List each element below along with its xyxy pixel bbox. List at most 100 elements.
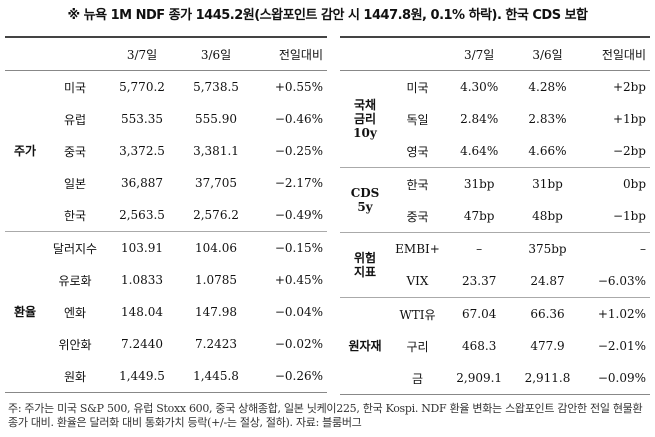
table-row: 중국 47bp 48bp −1bp	[340, 200, 650, 233]
value-cell: 1.0785	[195, 273, 237, 287]
blank-cell	[45, 37, 105, 71]
row-label: 위안화	[58, 337, 92, 352]
row-label: 유로화	[58, 273, 92, 288]
value-cell: −2bp	[612, 144, 646, 158]
table-row: 일본 36,887 37,705 −2.17%	[5, 167, 327, 199]
value-cell: –	[581, 232, 650, 265]
value-cell: +0.45%	[274, 273, 323, 287]
blank-cell	[5, 37, 45, 71]
table-row: 위안화 7.2440 7.2423 −0.02%	[5, 328, 327, 360]
value-cell: 1.0833	[121, 273, 163, 287]
table-row: 원자재 WTI유 67.04 66.36 +1.02%	[340, 297, 650, 395]
value-cell: 36,887	[121, 176, 163, 190]
value-cell: −6.03%	[597, 274, 646, 288]
header-cell: 3/7일	[105, 37, 179, 71]
row-label: 금	[411, 371, 424, 386]
value-cell: 1,445.8	[193, 369, 239, 383]
value-cell: +2bp	[612, 80, 646, 94]
value-cell: 2,576.2	[193, 208, 239, 222]
value-cell: 2.84%	[460, 112, 499, 126]
row-label: 영국	[406, 144, 429, 159]
value-cell: +0.55%	[274, 80, 323, 94]
table-row: 엔화 148.04 147.98 −0.04%	[5, 296, 327, 328]
value-cell: 24.87	[530, 274, 565, 288]
value-cell: 4.30%	[460, 80, 499, 94]
value-cell: 48bp	[532, 209, 563, 223]
value-cell: 5,738.5	[193, 80, 239, 94]
value-cell: –	[445, 232, 514, 265]
value-cell: 37,705	[195, 176, 237, 190]
value-cell: −0.09%	[597, 371, 646, 385]
row-label: 엔화	[63, 305, 87, 320]
table: 3/7일 3/6일 전일대비 국채 금리 10y 미국 4.30% 4.28% +2bp 독일 2…	[340, 36, 650, 395]
value-cell: 2,563.5	[119, 208, 165, 222]
row-label: 원화	[63, 369, 87, 384]
table-row: 구리 468.3 477.9 −2.01%	[340, 330, 650, 362]
table-row: VIX 23.37 24.87 −6.03%	[340, 265, 650, 298]
value-cell: −0.25%	[274, 144, 323, 158]
value-cell: +1bp	[612, 112, 646, 126]
header-cell: 3/6일	[513, 37, 582, 71]
row-label: 한국	[390, 167, 445, 200]
value-cell: 47bp	[463, 209, 495, 223]
header-row: 3/7일 3/6일 전일대비	[5, 37, 327, 71]
value-cell: −0.15%	[253, 231, 327, 264]
group-label: 위험 지표	[340, 232, 390, 298]
row-label: 일본	[63, 176, 87, 191]
table-row: 위험 지표 EMBI+ –375bp –	[340, 232, 650, 298]
value-cell: +1.02%	[581, 297, 650, 330]
value-cell: 2.83%	[528, 112, 567, 126]
value-cell: −0.49%	[274, 208, 323, 222]
table-row: 중국 3,372.5 3,381.1 −0.25%	[5, 135, 327, 167]
value-cell: −2.17%	[274, 176, 323, 190]
blank-cell	[340, 37, 390, 71]
table-row: 독일 2.84% 2.83% +1bp	[340, 103, 650, 135]
table-row: 한국 2,563.5 2,576.2 −0.49%	[5, 199, 327, 232]
value-cell: 2,909.1	[456, 371, 503, 385]
footnote: 주: 주가는 미국 S&P 500, 유럽 Stoxx 600, 중국 상해종합…	[8, 402, 643, 429]
row-label: EMBI+	[390, 232, 445, 265]
blank-cell	[390, 37, 445, 71]
row-label: WTI유	[390, 297, 445, 330]
table-row: 원화 1,449.5 1,445.8 −0.26%	[5, 360, 327, 393]
header-cell: 3/7일	[445, 37, 514, 71]
value-cell: −0.46%	[274, 112, 323, 126]
value-cell: 3,372.5	[119, 144, 165, 158]
value-cell: 148.04	[121, 305, 163, 319]
table-row: 환율 달러지수 103.91 104.06 −0.15%	[5, 231, 327, 393]
value-cell: 7.2440	[121, 337, 163, 351]
value-cell: 2,911.8	[524, 371, 571, 385]
value-cell: 147.98	[195, 305, 237, 319]
group-label: 환율	[5, 231, 45, 393]
row-label: 구리	[406, 339, 429, 354]
row-label: VIX	[406, 274, 429, 288]
table-row: 영국 4.64% 4.66% −2bp	[340, 135, 650, 168]
row-label: 한국	[63, 208, 87, 223]
value-cell: 31bp	[513, 167, 582, 200]
row-label: 중국	[63, 144, 87, 159]
row-label: 미국	[406, 80, 429, 95]
value-cell: 4.66%	[528, 144, 567, 158]
group-label: CDS 5y	[340, 167, 390, 233]
row-label: 독일	[406, 112, 429, 127]
table-row: CDS 5y 한국 31bp 31bp 0bp	[340, 167, 650, 233]
table-row: 유럽 553.35 555.90 −0.46%	[5, 103, 327, 135]
group-label: 원자재	[340, 297, 390, 395]
header-row: 3/7일 3/6일 전일대비	[340, 37, 650, 71]
value-cell: 477.9	[530, 339, 565, 353]
table-row: 주가 미국 5,770.2 5,738.5 +0.55%	[5, 71, 327, 158]
table-row: 국채 금리 10y 미국 4.30% 4.28% +2bp	[340, 71, 650, 140]
row-label: 유럽	[63, 112, 87, 127]
value-cell: 7.2423	[195, 337, 237, 351]
value-cell: 553.35	[121, 112, 163, 126]
value-cell: 5,770.2	[119, 80, 165, 94]
value-cell: 4.28%	[528, 80, 567, 94]
value-cell: 66.36	[513, 297, 582, 330]
value-cell: 4.64%	[460, 144, 499, 158]
value-cell: −0.26%	[274, 369, 323, 383]
value-cell: −1bp	[612, 209, 646, 223]
value-cell: 103.91	[105, 231, 179, 264]
group-label: 주가	[13, 144, 37, 158]
value-cell: 31bp	[445, 167, 514, 200]
